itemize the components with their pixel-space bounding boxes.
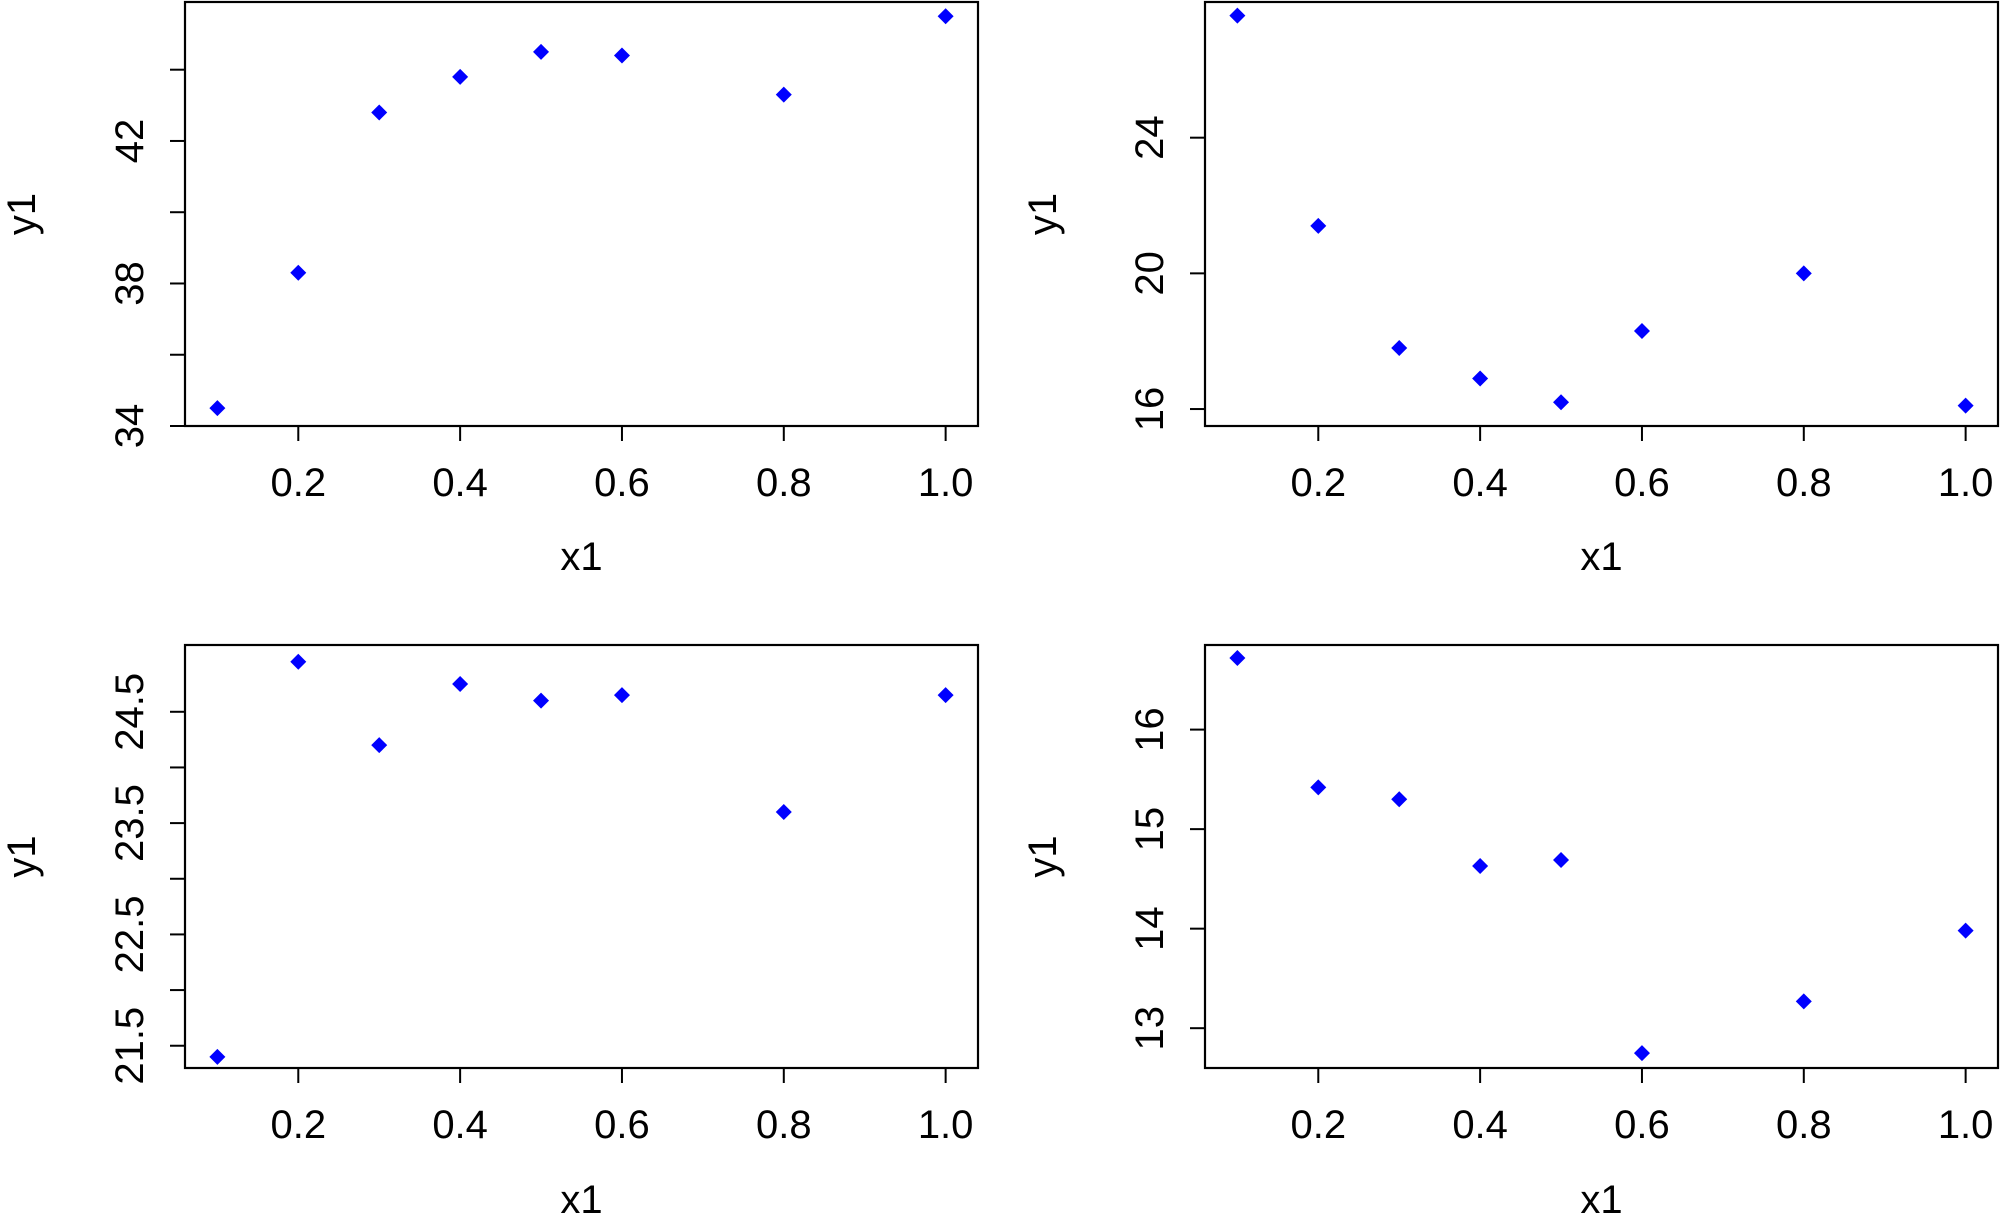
x-tick-label: 0.6 [1614,461,1670,505]
x-tick-label: 1.0 [1938,1103,1994,1147]
data-point [1795,993,1812,1010]
y-axis-title: y1 [0,193,44,235]
x-tick-label: 1.0 [918,1103,974,1147]
data-point [1633,323,1650,340]
data-point [1310,217,1327,234]
data-point [1553,851,1570,868]
x-axis-title: x1 [560,535,602,579]
x-tick-label: 0.6 [1614,1103,1670,1147]
data-point [1391,339,1408,356]
y-tick-label: 15 [1128,807,1172,852]
plot-frame [183,0,980,428]
data-point [452,675,469,692]
data-point [533,43,550,60]
data-point [613,47,630,64]
plot-frame [183,643,980,1070]
data-point [371,737,388,754]
data-point [1795,265,1812,282]
y-axis-title: y1 [1021,835,1065,877]
x-axis-title: x1 [560,1178,602,1222]
data-point [775,803,792,820]
x-axis-title: x1 [1580,535,1622,579]
data-point [371,104,388,121]
y-tick-label: 16 [1128,387,1172,432]
x-tick-label: 0.6 [594,1103,650,1147]
y-tick-label: 34 [108,404,152,449]
y-tick-label: 24.5 [108,673,152,751]
data-point [937,8,954,25]
plot-frame [1203,0,2000,428]
data-point [533,692,550,709]
data-point [1472,857,1489,874]
data-point [1229,7,1246,24]
x-tick-label: 0.4 [1452,461,1508,505]
y-tick-label: 14 [1128,906,1172,951]
x-tick-label: 0.2 [1290,461,1346,505]
y-tick-label: 13 [1128,1006,1172,1051]
x-tick-label: 1.0 [918,461,974,505]
data-point [613,687,630,704]
y-tick-label: 42 [108,119,152,164]
y-axis-title: y1 [1021,193,1065,235]
data-point [775,86,792,103]
data-point [1957,397,1974,414]
data-point [209,1048,226,1065]
panel-4: 0.2 0.4 0.6 0.8 1.0 13 14 15 16 x1 y1 [1021,643,2000,1222]
data-point [452,68,469,85]
x-tick-label: 0.8 [1776,1103,1832,1147]
x-tick-label: 0.6 [594,461,650,505]
panel-3: 0.2 0.4 0.6 0.8 1.0 21.5 22.5 23.5 24.5 x1 y1 [0,643,980,1222]
data-point [1957,922,1974,939]
x-tick-label: 0.8 [1776,461,1832,505]
y-tick-label: 23.5 [108,784,152,862]
data-point [1310,779,1327,796]
data-point [937,687,954,704]
data-point [1553,394,1570,411]
x-tick-label: 0.2 [1290,1103,1346,1147]
plot-frame [1203,643,2000,1070]
data-point [290,653,307,670]
x-tick-label: 0.8 [756,1103,812,1147]
y-tick-label: 22.5 [108,895,152,973]
y-tick-label: 20 [1128,251,1172,296]
y-tick-label: 21.5 [108,1007,152,1085]
x-axis-title: x1 [1580,1178,1622,1222]
y-tick-label: 38 [108,261,152,306]
data-point [290,264,307,281]
x-tick-label: 0.4 [1452,1103,1508,1147]
x-tick-label: 0.8 [756,461,812,505]
y-axis-title: y1 [0,835,44,877]
x-tick-label: 0.2 [270,1103,326,1147]
x-tick-label: 0.2 [270,461,326,505]
data-point [1391,791,1408,808]
data-point [1472,370,1489,387]
data-point [209,400,226,417]
data-point [1633,1045,1650,1062]
panel-1: 0.2 0.4 0.6 0.8 1.0 34 38 42 x1 y1 [0,0,980,579]
x-tick-label: 0.4 [432,461,488,505]
y-tick-label: 24 [1128,115,1172,160]
y-tick-label: 16 [1128,707,1172,752]
x-tick-label: 0.4 [432,1103,488,1147]
data-point [1229,649,1246,666]
panel-2: 0.2 0.4 0.6 0.8 1.0 16 20 24 x1 y1 [1021,0,2000,579]
x-tick-label: 1.0 [1938,461,1994,505]
